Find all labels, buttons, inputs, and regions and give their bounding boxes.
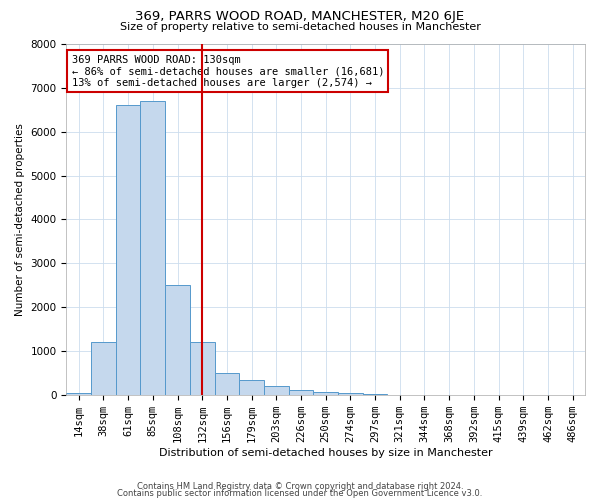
Bar <box>289 390 313 394</box>
Y-axis label: Number of semi-detached properties: Number of semi-detached properties <box>15 123 25 316</box>
Bar <box>116 106 140 395</box>
Bar <box>190 342 215 394</box>
X-axis label: Distribution of semi-detached houses by size in Manchester: Distribution of semi-detached houses by … <box>159 448 493 458</box>
Bar <box>264 386 289 394</box>
Text: Contains HM Land Registry data © Crown copyright and database right 2024.: Contains HM Land Registry data © Crown c… <box>137 482 463 491</box>
Text: Contains public sector information licensed under the Open Government Licence v3: Contains public sector information licen… <box>118 488 482 498</box>
Bar <box>239 380 264 394</box>
Bar <box>67 392 91 394</box>
Bar <box>140 101 165 394</box>
Bar <box>215 373 239 394</box>
Text: Size of property relative to semi-detached houses in Manchester: Size of property relative to semi-detach… <box>119 22 481 32</box>
Bar <box>313 392 338 394</box>
Text: 369 PARRS WOOD ROAD: 130sqm
← 86% of semi-detached houses are smaller (16,681)
1: 369 PARRS WOOD ROAD: 130sqm ← 86% of sem… <box>71 54 384 88</box>
Bar <box>91 342 116 394</box>
Text: 369, PARRS WOOD ROAD, MANCHESTER, M20 6JE: 369, PARRS WOOD ROAD, MANCHESTER, M20 6J… <box>136 10 464 23</box>
Bar <box>165 285 190 395</box>
